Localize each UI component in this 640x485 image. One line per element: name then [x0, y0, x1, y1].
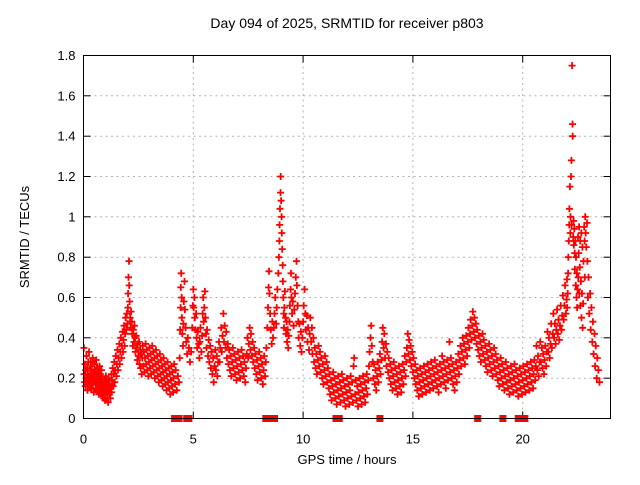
y-tick-label-0.4: 0.4 [57, 330, 75, 345]
x-tick-label-10: 10 [296, 432, 310, 447]
y-tick-label-1.6: 1.6 [57, 88, 75, 103]
plot-border [83, 55, 611, 419]
y-axis-label: SRMTID / TECUs [17, 185, 32, 288]
gridlines [83, 55, 611, 419]
y-tick-label-1.4: 1.4 [57, 129, 75, 144]
y-tick-label-0: 0 [68, 411, 75, 426]
y-tick-label-1.2: 1.2 [57, 169, 75, 184]
data-points [80, 62, 603, 422]
x-tick-label-15: 15 [406, 432, 420, 447]
x-axis-label: GPS time / hours [298, 452, 397, 467]
chart-title: Day 094 of 2025, SRMTID for receiver p80… [210, 15, 483, 31]
y-tick-label-0.2: 0.2 [57, 371, 75, 386]
y-tick-label-1: 1 [68, 209, 75, 224]
x-tick-label-20: 20 [515, 432, 529, 447]
x-tick-label-0: 0 [80, 432, 87, 447]
y-tick-label-0.8: 0.8 [57, 250, 75, 265]
series-srmtid-markers [80, 62, 603, 410]
tick-labels: 0 5 10 15 20 0 0.2 0.4 0.6 0.8 1 1.2 1.4 1.6 1.8 [57, 48, 530, 447]
y-tick-label-1.8: 1.8 [57, 48, 75, 63]
y-tick-label-0.6: 0.6 [57, 290, 75, 305]
x-tick-label-5: 5 [190, 432, 197, 447]
